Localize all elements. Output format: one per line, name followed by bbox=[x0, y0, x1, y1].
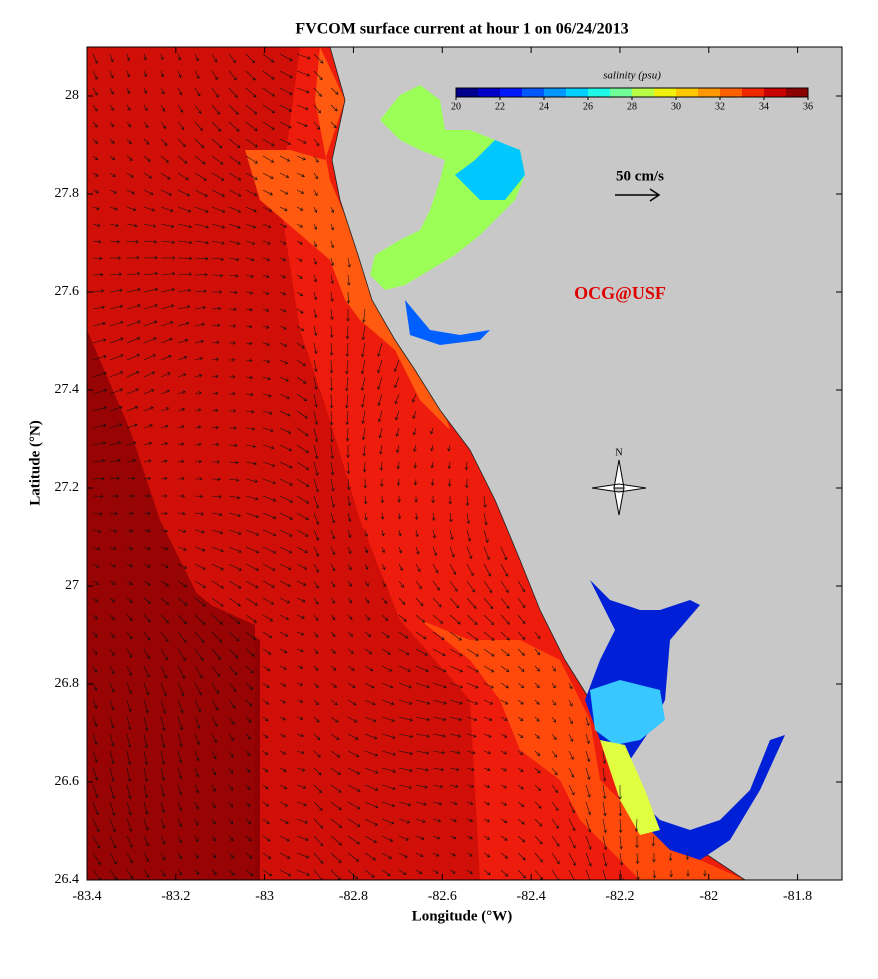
credit: OCG@USF bbox=[574, 283, 666, 303]
colorbar-segment bbox=[544, 88, 567, 97]
colorbar-segment bbox=[676, 88, 699, 97]
y-tick-label: 27.6 bbox=[55, 284, 80, 299]
x-tick-label: -83.2 bbox=[161, 889, 190, 904]
colorbar-tick-label: 28 bbox=[627, 101, 637, 112]
y-tick-label: 27.2 bbox=[55, 480, 80, 495]
colorbar-tick-label: 36 bbox=[803, 101, 813, 112]
colorbar-tick-label: 30 bbox=[671, 101, 681, 112]
x-tick-label: -82 bbox=[699, 889, 718, 904]
river bbox=[405, 300, 490, 345]
x-tick-label: -82.8 bbox=[339, 889, 368, 904]
colorbar-tick-label: 32 bbox=[715, 101, 725, 112]
scale-arrow bbox=[615, 188, 661, 202]
y-tick-label: 26.4 bbox=[55, 872, 80, 887]
tampa-bay-upper bbox=[455, 140, 525, 200]
coastal-zone bbox=[395, 600, 745, 880]
plot-area bbox=[87, 47, 842, 880]
colorbar-segment bbox=[720, 88, 743, 97]
colorbar-segment bbox=[500, 88, 523, 97]
colorbar-segment bbox=[610, 88, 633, 97]
charlotte-harbor-mouth bbox=[590, 680, 665, 745]
y-tick-label: 26.6 bbox=[55, 774, 80, 789]
colorbar-tick-label: 26 bbox=[583, 101, 593, 112]
colorbar-segment bbox=[456, 88, 479, 97]
y-tick-label: 26.8 bbox=[55, 676, 80, 691]
y-tick-label: 27.4 bbox=[55, 382, 80, 397]
colorbar-segment bbox=[478, 88, 501, 97]
colorbar-segment bbox=[654, 88, 677, 97]
y-tick-label: 27.8 bbox=[55, 186, 80, 201]
land bbox=[329, 47, 842, 880]
colorbar-segment bbox=[698, 88, 721, 97]
colorbar-segment bbox=[764, 88, 787, 97]
scale-label: 50 cm/s bbox=[616, 168, 664, 184]
colorbar-segment bbox=[588, 88, 611, 97]
colorbar-tick-label: 22 bbox=[495, 101, 505, 112]
y-axis-label: Latitude (°N) bbox=[27, 420, 43, 506]
colorbar: 20 22 24 26 28 30 32 34 36 bbox=[451, 87, 813, 112]
colorbar-segment bbox=[742, 88, 765, 97]
current-vectors bbox=[92, 53, 707, 880]
map-title: FVCOM surface current at hour 1 on 06/24… bbox=[295, 21, 628, 38]
north-arrow bbox=[591, 459, 647, 516]
colorbar-segment bbox=[632, 88, 655, 97]
axes: -83.4 -83.2 -83 -82.8 -82.6 -82.4 -82.2 -82 -81.… bbox=[55, 47, 842, 904]
colorbar-label: salinity (psu) bbox=[603, 70, 661, 82]
colorbar-segment bbox=[522, 88, 545, 97]
x-tick-label: -82.4 bbox=[517, 889, 546, 904]
x-tick-label: -83.4 bbox=[72, 889, 101, 904]
colorbar-segment bbox=[566, 88, 589, 97]
colorbar-tick-label: 34 bbox=[759, 101, 769, 112]
x-tick-label: -82.6 bbox=[428, 889, 457, 904]
colorbar-segment bbox=[786, 88, 809, 97]
x-axis-label: Longitude (°W) bbox=[412, 908, 513, 924]
x-tick-label: -81.8 bbox=[783, 889, 812, 904]
plot-frame bbox=[86, 46, 843, 881]
colorbar-tick-label: 20 bbox=[451, 101, 461, 112]
x-tick-label: -82.2 bbox=[605, 889, 634, 904]
current-arrows bbox=[92, 53, 707, 880]
y-tick-label: 28 bbox=[65, 88, 79, 103]
pine-island-sound bbox=[600, 740, 660, 835]
tampa-bay bbox=[370, 85, 525, 290]
colorbar-tick-label: 24 bbox=[539, 101, 549, 112]
north-label: N bbox=[615, 447, 622, 458]
x-tick-label: -83 bbox=[255, 889, 274, 904]
y-tick-label: 27 bbox=[65, 578, 79, 593]
